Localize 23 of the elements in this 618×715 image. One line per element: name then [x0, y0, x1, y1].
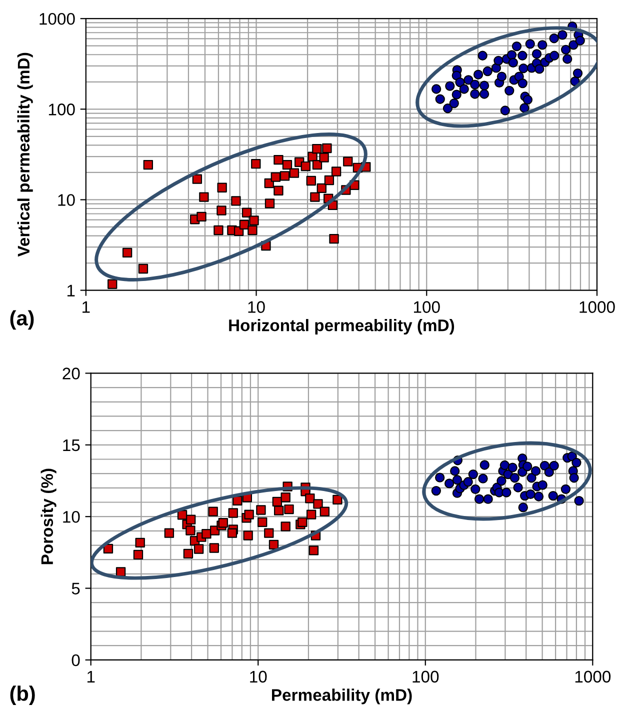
y-tick-label: 10 [58, 194, 75, 206]
y-tick-label: 1000 [40, 12, 75, 25]
text: (a) [10, 310, 34, 330]
x-tick-label: 1000 [575, 670, 611, 683]
x-axis-title: Permeability (mD) [272, 688, 412, 704]
y-axis-title: Vertical permeability (mD) [17, 52, 33, 257]
x-tick-label: 100 [412, 670, 439, 683]
x-tick-label: 10 [248, 301, 265, 313]
x-tick-label: 100 [414, 301, 440, 313]
x-tick-label: 1 [87, 670, 95, 682]
y-tick-label: 5 [72, 582, 80, 594]
x-tick-label: 1 [82, 301, 90, 313]
text: (b) [10, 686, 35, 706]
x-axis-title: Horizontal permeability (mD) [229, 319, 454, 335]
x-tick-label: 1000 [580, 301, 615, 313]
y-tick-label: 100 [48, 104, 75, 116]
y-tick-label: 20 [62, 368, 80, 380]
y-tick-label: 15 [63, 439, 80, 452]
y-axis-title: Porosity (%) [40, 468, 56, 564]
y-tick-label: 1 [67, 284, 75, 296]
x-tick-label: 10 [250, 670, 267, 683]
y-tick-label: 10 [63, 510, 80, 523]
y-tick-label: 0 [72, 654, 80, 666]
